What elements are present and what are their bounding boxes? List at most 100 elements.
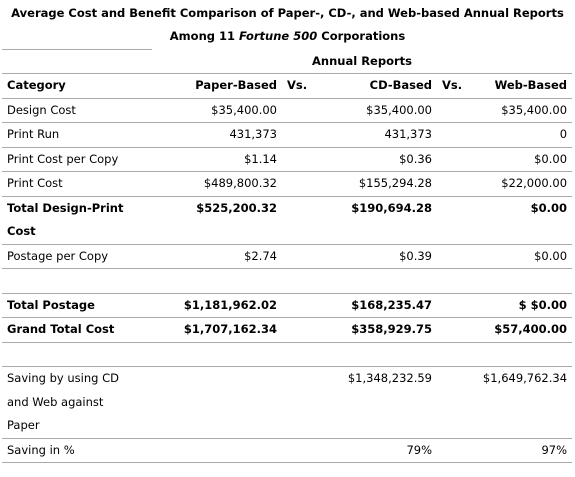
cell: $ $0.00 — [477, 293, 573, 318]
cell: Grand Total Cost — [2, 317, 152, 343]
group-header-row: Annual Reports — [2, 49, 573, 74]
blank-cell — [282, 122, 332, 148]
cell: Postage per Copy — [2, 244, 152, 269]
cell: $525,200.32 — [152, 196, 282, 245]
cell: $1.14 — [152, 147, 282, 172]
blank-cell — [332, 268, 437, 294]
cell: Print Cost per Copy — [2, 147, 152, 172]
blank-cell — [437, 317, 477, 343]
blank-cell — [282, 317, 332, 343]
blank-cell — [282, 268, 332, 294]
blank-cell — [2, 342, 152, 367]
cell: $155,294.28 — [332, 171, 437, 197]
blank-cell — [437, 293, 477, 318]
group-header: Annual Reports — [152, 49, 573, 74]
blank-cell — [332, 342, 437, 367]
data-row: Total Design-Print Cost $525,200.32 $190,… — [2, 196, 573, 245]
cell: $0.00 — [477, 147, 573, 172]
cell: $35,400.00 — [477, 98, 573, 123]
cell: Design Cost — [2, 98, 152, 123]
cell: $1,348,232.59 — [332, 366, 437, 439]
column-header: Category — [2, 73, 152, 99]
data-row: Saving by using CD and Web against Paper… — [2, 366, 573, 439]
blank-cell — [282, 342, 332, 367]
cell: Total Design-Print Cost — [2, 196, 152, 245]
blank-cell — [2, 49, 152, 74]
cell: $35,400.00 — [152, 98, 282, 123]
column-header: Web-Based — [477, 73, 573, 99]
cost-table: Annual Reports Category Paper-Based Vs. CD-B… — [2, 49, 573, 463]
cell: $1,181,962.02 — [152, 293, 282, 318]
data-row: Grand Total Cost $1,707,162.34 $358,929.7… — [2, 317, 573, 343]
cell: 97% — [477, 438, 573, 463]
blank-cell — [2, 268, 152, 294]
blank-cell — [282, 293, 332, 318]
blank-cell — [152, 438, 282, 463]
cell: $0.36 — [332, 147, 437, 172]
cell: $190,694.28 — [332, 196, 437, 245]
blank-cell — [437, 268, 477, 294]
cell: $0.00 — [477, 244, 573, 269]
blank-cell — [437, 147, 477, 172]
cell: Saving by using CD and Web against Paper — [2, 366, 152, 439]
blank-cell — [477, 342, 573, 367]
cell: Saving in % — [2, 438, 152, 463]
cell: $358,929.75 — [332, 317, 437, 343]
cell: $1,649,762.34 — [477, 366, 573, 439]
cell: Print Cost — [2, 171, 152, 197]
blank-cell — [437, 366, 477, 439]
blank-cell — [437, 196, 477, 245]
blank-cell — [152, 268, 282, 294]
column-header: Paper-Based — [152, 73, 282, 99]
cell: 0 — [477, 122, 573, 148]
blank-cell — [282, 196, 332, 245]
subtitle-emphasis: Fortune 500 — [239, 29, 318, 43]
column-header: CD-Based — [332, 73, 437, 99]
blank-cell — [437, 171, 477, 197]
data-row: Postage per Copy $2.74 $0.39 $0.00 — [2, 244, 573, 269]
blank-cell — [282, 98, 332, 123]
cell: Print Run — [2, 122, 152, 148]
blank-cell — [437, 244, 477, 269]
cell: $35,400.00 — [332, 98, 437, 123]
cell: $22,000.00 — [477, 171, 573, 197]
data-row: Total Postage $1,181,962.02 $168,235.47 $… — [2, 293, 573, 318]
blank-cell — [282, 366, 332, 439]
data-row: Design Cost $35,400.00 $35,400.00 $35,400… — [2, 98, 573, 123]
title: Average Cost and Benefit Comparison of P… — [11, 6, 564, 20]
data-row: Print Cost $489,800.32 $155,294.28 $22,00… — [2, 171, 573, 197]
header-row: Category Paper-Based Vs. CD-Based Vs. Web-Bas… — [2, 73, 573, 99]
cell: 431,373 — [152, 122, 282, 148]
cell: $489,800.32 — [152, 171, 282, 197]
spacer-row — [2, 268, 573, 294]
column-header: Vs. — [437, 73, 477, 99]
blank-cell — [282, 438, 332, 463]
blank-cell — [437, 122, 477, 148]
cell: Total Postage — [2, 293, 152, 318]
column-header: Vs. — [282, 73, 332, 99]
cell: $0.39 — [332, 244, 437, 269]
blank-cell — [437, 438, 477, 463]
cell: 79% — [332, 438, 437, 463]
cell: $168,235.47 — [332, 293, 437, 318]
cell: 431,373 — [332, 122, 437, 148]
blank-cell — [437, 98, 477, 123]
cell: $0.00 — [477, 196, 573, 245]
blank-cell — [282, 244, 332, 269]
cell: $1,707,162.34 — [152, 317, 282, 343]
data-row: Saving in % 79% 97% — [2, 438, 573, 463]
spacer-row — [2, 342, 573, 367]
cell: $2.74 — [152, 244, 282, 269]
subtitle-suffix: Corporations — [321, 29, 406, 43]
blank-cell — [437, 342, 477, 367]
blank-cell — [282, 147, 332, 172]
blank-cell — [282, 171, 332, 197]
blank-cell — [152, 342, 282, 367]
subtitle: Among 11 Fortune 500 Corporations — [0, 29, 575, 43]
data-row: Print Run 431,373 431,373 0 — [2, 122, 573, 148]
subtitle-prefix: Among 11 — [169, 29, 235, 43]
blank-cell — [477, 268, 573, 294]
blank-cell — [152, 366, 282, 439]
cell: $57,400.00 — [477, 317, 573, 343]
